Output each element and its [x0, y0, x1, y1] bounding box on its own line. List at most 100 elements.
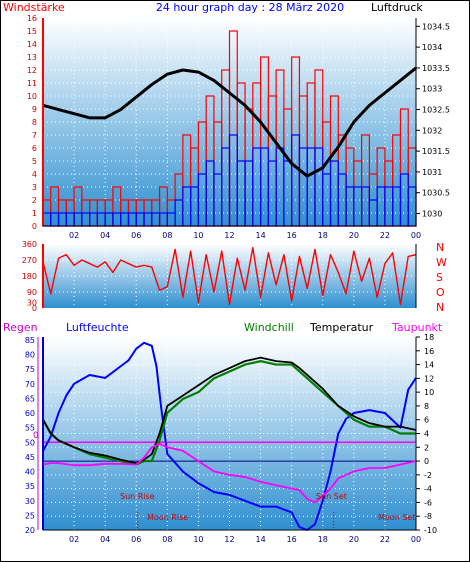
humidity-tick-label: 65 [25, 394, 35, 403]
wind-axis-title: Windstärke [3, 1, 65, 14]
direction-tick-label: 360 [22, 240, 37, 249]
time-tick-label: 14 [255, 231, 265, 240]
humidity-tick-label: 25 [25, 511, 35, 520]
temp-tick-label: 4 [424, 430, 429, 439]
moon-rise-label: Moon Rise [147, 513, 188, 522]
time-tick-label: 06 [131, 231, 141, 240]
temp-tick-label: -10 [424, 526, 437, 535]
pressure-tick-label: 1032.5 [422, 106, 450, 115]
time-tick-label: 04 [100, 231, 110, 240]
direction-tick-label: 90 [27, 288, 37, 297]
time-tick-label: 02 [69, 231, 79, 240]
temperature-line [42, 356, 417, 465]
wind-tick-label: 7 [32, 131, 37, 140]
pressure-tick-label: 1034.5 [422, 22, 450, 31]
pressure-axis-title: Luftdruck [371, 1, 423, 14]
temp-tick-label: 6 [424, 416, 429, 425]
chart-title: 24 hour graph day : 28 März 2020 [156, 1, 344, 14]
rain-axis-title: Regen [3, 321, 38, 334]
temp-tick-label: -8 [424, 512, 432, 521]
time-tick-label: 08 [162, 231, 172, 240]
temp-tick-label: 10 [424, 388, 434, 397]
time-tick-label: 18 [318, 231, 328, 240]
temp-tick-label: 8 [424, 402, 429, 411]
time-tick-label-lower: 06 [131, 535, 141, 544]
direction-tick-label: 270 [22, 256, 37, 265]
windchill-legend: Windchill [244, 321, 294, 334]
temp-tick-label: 12 [424, 374, 434, 383]
temp-tick-label: 18 [424, 333, 434, 342]
time-tick-label: 20 [349, 231, 359, 240]
temp-tick-label: 0 [424, 457, 429, 466]
humidity-tick-label: 85 [25, 336, 35, 345]
pressure-tick-label: 1032 [422, 126, 442, 135]
compass-n-top: N [436, 241, 444, 254]
pressure-tick-label: 1031.5 [422, 147, 450, 156]
humidity-line [42, 341, 417, 531]
time-tick-label-lower: 08 [162, 535, 172, 544]
time-tick-label-lower: 14 [255, 535, 265, 544]
dewpoint-line [42, 442, 417, 504]
humidity-tick-label: 60 [25, 409, 35, 418]
wind-tick-label: 0 [32, 222, 37, 231]
time-tick-label-lower: 22 [380, 535, 390, 544]
pressure-line [42, 66, 417, 178]
pressure-tick-label: 1030.5 [422, 189, 450, 198]
time-tick-label-lower: 12 [224, 535, 234, 544]
humidity-tick-label: 40 [25, 468, 35, 477]
pressure-tick-label: 1033.5 [422, 64, 450, 73]
windchill-line [42, 360, 416, 466]
rain-zero-label: 0 [33, 431, 39, 441]
time-tick-label: 16 [287, 231, 297, 240]
sun-set-label: Sun Set [316, 492, 347, 501]
time-tick-label-lower: 00 [411, 535, 421, 544]
temp-tick-label: -2 [424, 471, 432, 480]
time-tick-label: 12 [224, 231, 234, 240]
pressure-tick-label: 1030 [422, 210, 442, 219]
temp-tick-label: 2 [424, 443, 429, 452]
wind-tick-label: 5 [32, 157, 37, 166]
wind-tick-label: 6 [32, 144, 37, 153]
wind-tick-label: 1 [32, 209, 37, 218]
compass-o: O [436, 286, 445, 299]
pressure-tick-label: 1031 [422, 168, 442, 177]
temp-tick-label: -4 [424, 485, 432, 494]
humidity-tick-label: 45 [25, 453, 35, 462]
time-tick-label: 22 [380, 231, 390, 240]
wind-direction-line [42, 246, 417, 306]
wind-tick-label: 14 [27, 40, 37, 49]
temp-tick-label: 16 [424, 347, 434, 356]
humidity-axis-title: Luftfeuchte [66, 321, 129, 334]
wind-tick-label: 2 [32, 196, 37, 205]
time-tick-label: 00 [411, 231, 421, 240]
humidity-tick-label: 80 [25, 351, 35, 360]
humidity-tick-label: 55 [25, 424, 35, 433]
direction-tick-label: 30 [27, 299, 37, 308]
time-tick-label-lower: 04 [100, 535, 110, 544]
humidity-tick-label: 30 [25, 497, 35, 506]
humidity-tick-label: 70 [25, 380, 35, 389]
wind-tick-label: 8 [32, 118, 37, 127]
direction-tick-label: 180 [22, 272, 37, 281]
humidity-tick-label: 50 [25, 438, 35, 447]
wind-tick-label: 15 [27, 27, 37, 36]
compass-n-bottom: N [436, 301, 444, 314]
temperature-legend: Temperatur [309, 321, 374, 334]
dewpoint-legend: Taupunkt [391, 321, 443, 334]
time-tick-label: 10 [193, 231, 203, 240]
wind-tick-label: 10 [27, 92, 37, 101]
pressure-tick-label: 1034 [422, 43, 442, 52]
moon-set-label: Moon Set [378, 513, 415, 522]
wind-tick-label: 4 [32, 170, 37, 179]
direction-tick-label: 0 [32, 304, 37, 313]
time-tick-label-lower: 20 [349, 535, 359, 544]
humidity-tick-label: 75 [25, 365, 35, 374]
pressure-tick-label: 1033 [422, 85, 442, 94]
temp-tick-label: 14 [424, 361, 434, 370]
temp-tick-label: -6 [424, 498, 432, 507]
time-tick-label-lower: 18 [318, 535, 328, 544]
wind-tick-label: 9 [32, 105, 37, 114]
humidity-tick-label: 35 [25, 482, 35, 491]
time-tick-label-lower: 10 [193, 535, 203, 544]
